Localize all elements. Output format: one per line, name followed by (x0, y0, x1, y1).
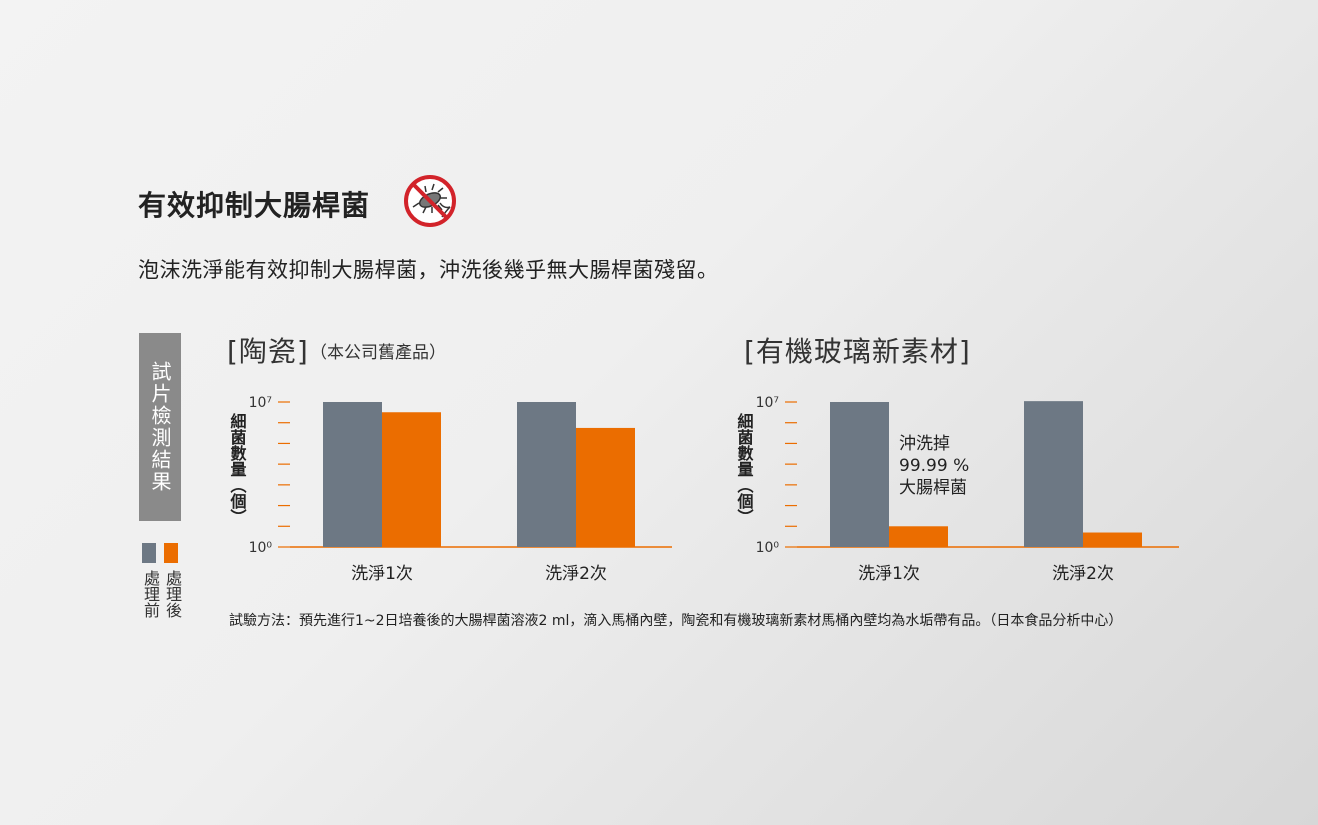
chart1-subtitle: （本公司舊產品） (310, 343, 446, 363)
chart-ceramic: 細菌數量（個）10⁷ 10⁰ 洗淨1次 洗淨2次 (228, 395, 672, 584)
y-axis-label: 細菌數量（個） (228, 412, 248, 525)
legend-after-label: 處理後 (163, 570, 182, 618)
y-tick-label-top: 10⁷ (756, 395, 779, 411)
test-result-text: 試片檢測結果 (148, 361, 172, 493)
bar-after-2 (576, 427, 635, 547)
bar-after-1 (889, 526, 948, 547)
bar-before-2 (1024, 401, 1083, 547)
legend-after-swatch (164, 543, 178, 563)
chart-new-material: 細菌數量（個）10⁷ 10⁰ 洗淨1次 洗淨2次 沖洗掉 99.99 %大腸桿菌 (735, 395, 1179, 584)
page-title: 有效抑制大腸桿菌 (138, 189, 371, 222)
annotation-text: 沖洗掉 99.99 %大腸桿菌 (899, 434, 969, 498)
bar-before-1 (323, 402, 382, 547)
y-tick-label-top: 10⁷ (249, 395, 272, 411)
bar-after-2 (1083, 532, 1142, 547)
chart1-title: [陶瓷] (227, 335, 309, 368)
x-tick-label: 洗淨1次 (351, 564, 413, 584)
y-tick-label-bottom: 10⁰ (249, 540, 273, 556)
chart2-title: [有機玻璃新素材] (744, 335, 971, 368)
x-tick-label: 洗淨1次 (858, 564, 920, 584)
x-tick-label: 洗淨2次 (545, 564, 607, 584)
legend-before-label: 處理前 (141, 570, 160, 618)
bar-after-1 (382, 412, 441, 547)
bar-before-1 (830, 402, 889, 547)
test-method-footnote: 試驗方法：預先進行1~2日培養後的大腸桿菌溶液2 ml，滴入馬桶內壁，陶瓷和有機… (229, 613, 1123, 629)
x-tick-label: 洗淨2次 (1052, 564, 1114, 584)
test-result-label: 試片檢測結果 (139, 333, 181, 521)
y-tick-label-bottom: 10⁰ (756, 540, 780, 556)
page-subtitle: 泡沫洗淨能有效抑制大腸桿菌，沖洗後幾乎無大腸桿菌殘留。 (138, 258, 719, 282)
legend-before-swatch (142, 543, 156, 563)
y-axis-label: 細菌數量（個） (735, 412, 755, 525)
no-bacteria-icon (404, 175, 456, 227)
bar-before-2 (517, 402, 576, 547)
